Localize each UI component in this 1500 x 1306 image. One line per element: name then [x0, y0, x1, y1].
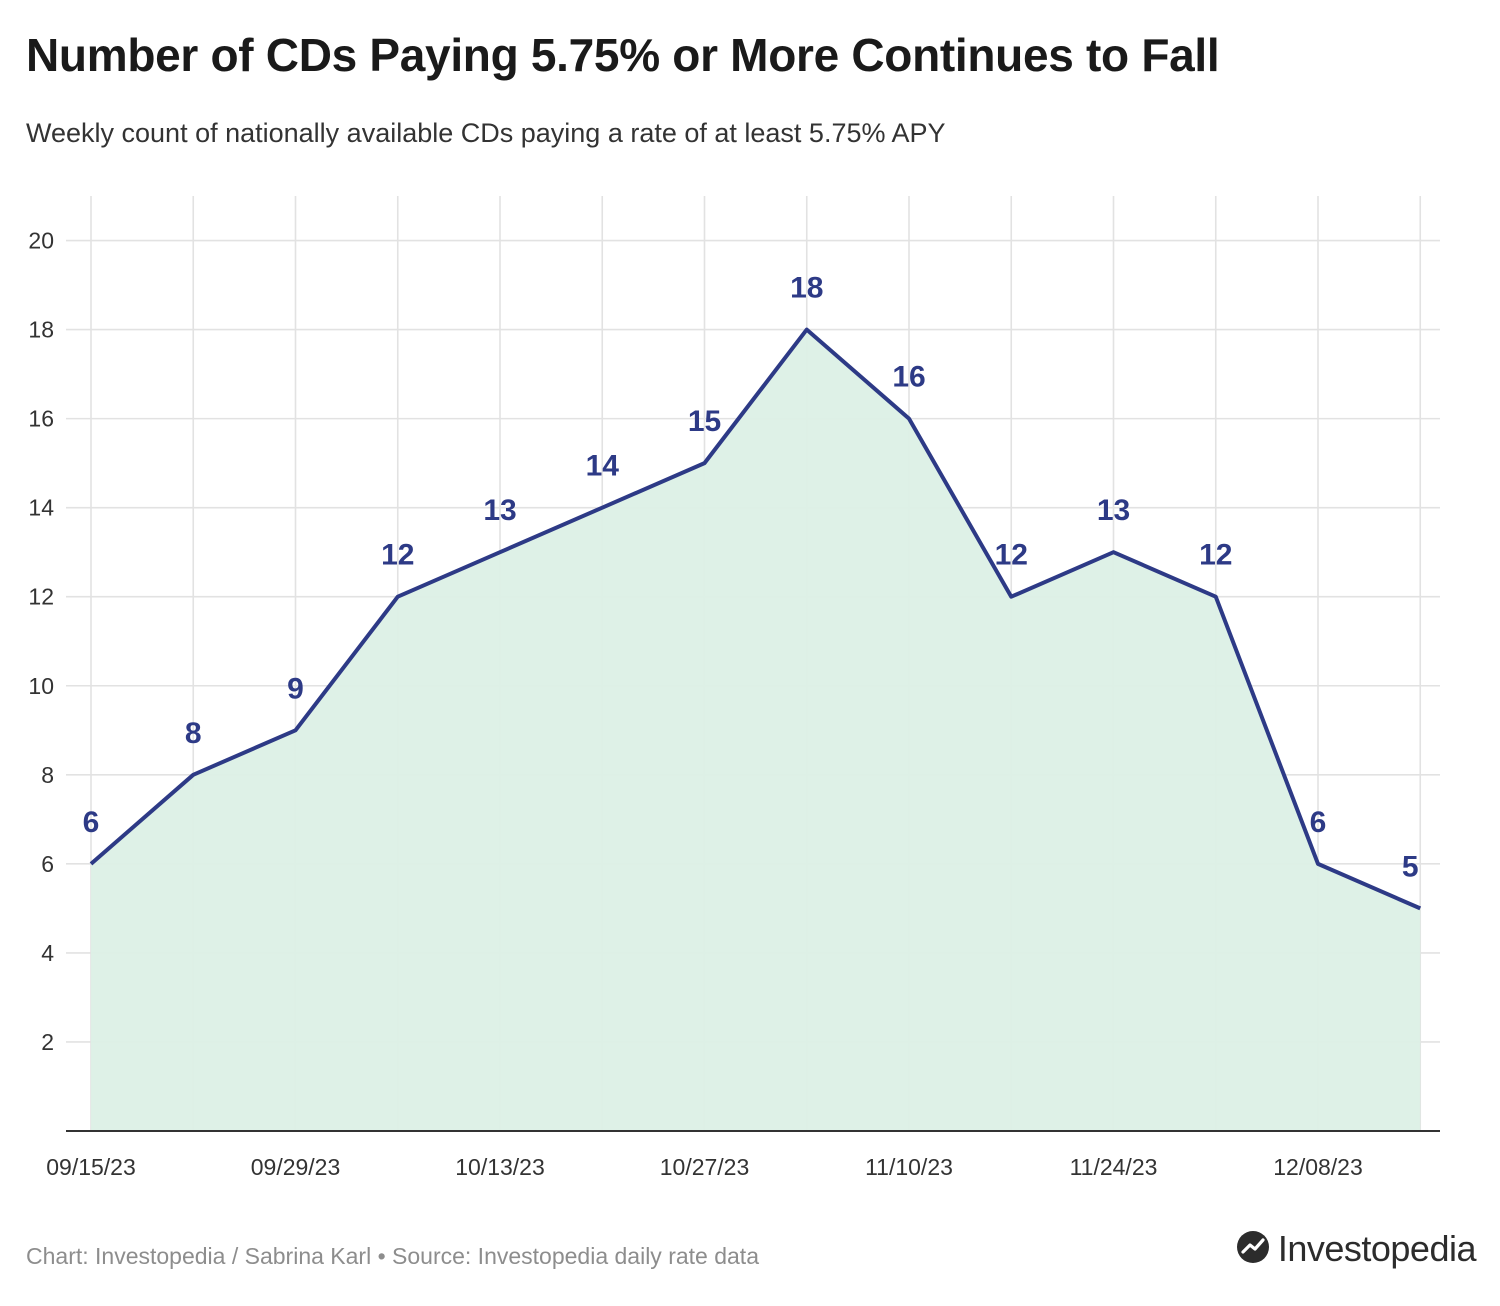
y-tick-label: 12	[28, 584, 54, 610]
y-tick-label: 20	[28, 228, 54, 254]
x-tick-label: 09/29/23	[251, 1154, 341, 1180]
data-label: 12	[995, 539, 1028, 572]
x-tick-label: 09/15/23	[46, 1154, 136, 1180]
y-tick-label: 6	[41, 851, 54, 877]
chart-subtitle: Weekly count of nationally available CDs…	[26, 118, 946, 148]
y-tick-label: 8	[41, 762, 54, 788]
chart-title: Number of CDs Paying 5.75% or More Conti…	[26, 29, 1220, 81]
data-label: 15	[688, 405, 721, 438]
y-tick-label: 10	[28, 673, 54, 699]
data-label: 13	[483, 494, 516, 527]
chart-credit: Chart: Investopedia / Sabrina Karl • Sou…	[26, 1243, 759, 1269]
x-tick-label: 11/24/23	[1070, 1154, 1158, 1180]
data-label: 8	[185, 717, 202, 750]
data-label: 6	[83, 806, 100, 839]
y-tick-label: 2	[41, 1029, 54, 1055]
investopedia-logo-icon	[1236, 1230, 1270, 1269]
investopedia-logo: Investopedia	[1236, 1228, 1477, 1270]
x-tick-label: 12/08/23	[1273, 1154, 1363, 1180]
y-tick-label: 18	[28, 317, 54, 343]
investopedia-logo-text: Investopedia	[1277, 1228, 1477, 1269]
x-tick-label: 10/13/23	[455, 1154, 545, 1180]
data-label: 5	[1402, 850, 1419, 883]
data-label: 13	[1097, 494, 1130, 527]
x-tick-label: 11/10/23	[865, 1154, 953, 1180]
y-tick-labels: 2 4 6 8 10 12 14 16 18 20	[28, 228, 54, 1055]
y-tick-label: 14	[28, 495, 54, 521]
x-tick-labels: 09/15/23 09/29/23 10/13/23 10/27/23 11/10/23…	[46, 1154, 1363, 1180]
data-labels: 6 8 9 12 13 14 15 18 16 12 13 12 6 5	[83, 272, 1419, 884]
area-fill	[91, 329, 1421, 1132]
y-tick-label: 4	[41, 940, 54, 966]
data-label: 16	[892, 361, 925, 394]
data-label: 18	[790, 272, 823, 305]
data-label: 9	[287, 672, 304, 705]
data-label: 14	[586, 450, 620, 483]
y-tick-label: 16	[28, 406, 54, 432]
area-chart: 2 4 6 8 10 12 14 16 18 20 09/15/23 09/29/23 10/13/2…	[28, 196, 1440, 1180]
data-label: 12	[1199, 539, 1232, 572]
data-label: 12	[381, 539, 414, 572]
x-tick-label: 10/27/23	[660, 1154, 750, 1180]
data-label: 6	[1310, 806, 1327, 839]
series-line	[89, 327, 1422, 911]
